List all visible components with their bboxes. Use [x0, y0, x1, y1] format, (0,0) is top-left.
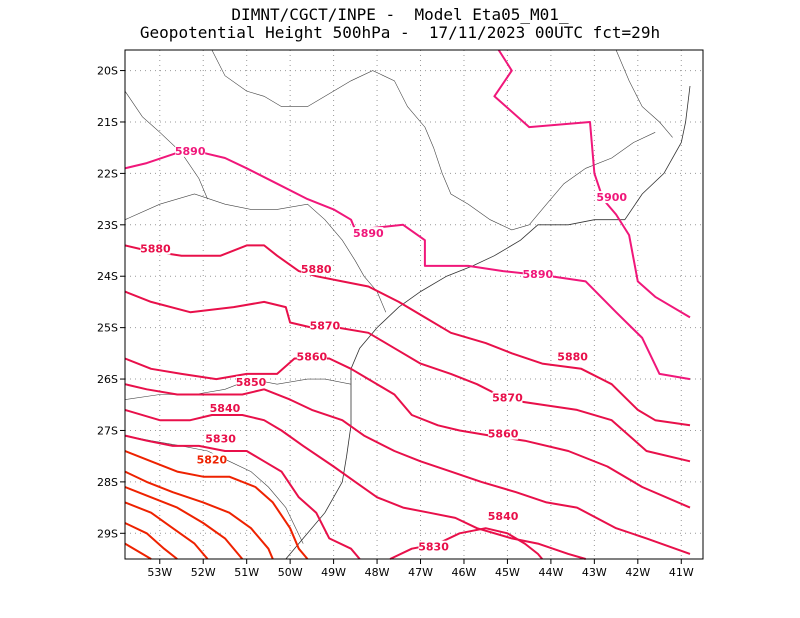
- graticule: [125, 50, 703, 559]
- lat-tick-label: 23S: [97, 219, 118, 232]
- map-frame: [124, 49, 704, 560]
- contour-5830b: [389, 527, 543, 560]
- state-border: [124, 435, 304, 544]
- lat-tick-label: 21S: [97, 116, 118, 129]
- lat-tick-label: 28S: [97, 476, 118, 489]
- contour-label-bg: [488, 427, 519, 440]
- lon-tick-label: 49W: [321, 566, 346, 579]
- contour-label: 5840: [210, 402, 241, 415]
- lat-tick-label: 27S: [97, 424, 118, 437]
- lat-tick-label: 24S: [97, 270, 118, 283]
- contour-label-bg: [205, 432, 236, 445]
- title-line-1: DIMNT/CGCT/INPE - Model Eta05_M01_: [231, 5, 569, 24]
- lat-tick-label: 26S: [97, 373, 118, 386]
- contour-label-bg: [236, 376, 267, 389]
- contour-label-bg: [296, 350, 327, 363]
- contour-label-bg: [209, 401, 240, 414]
- contour-label: 5890: [175, 145, 206, 158]
- lon-tick-label: 47W: [408, 566, 433, 579]
- title-line-2: Geopotential Height 500hPa - 17/11/2023 …: [139, 23, 661, 42]
- contour-label: 5870: [310, 320, 341, 333]
- state-border: [211, 49, 530, 231]
- contour-label: 5830: [205, 433, 236, 446]
- lon-tick-label: 50W: [278, 566, 303, 579]
- lon-tick-label: 48W: [365, 566, 390, 579]
- contour-5800: [124, 486, 244, 560]
- contour-label-bg: [301, 263, 332, 276]
- lat-tick-label: 20S: [97, 65, 118, 78]
- contour-label: 5880: [140, 243, 171, 256]
- lon-tick-label: 41W: [669, 566, 694, 579]
- state-border: [124, 193, 387, 313]
- contour-label-bg: [140, 242, 171, 255]
- lon-tick-label: 46W: [452, 566, 477, 579]
- contour-label: 5850: [236, 376, 267, 389]
- contour-5850: [124, 383, 691, 555]
- lon-tick-label: 42W: [625, 566, 650, 579]
- lon-tick-label: 45W: [495, 566, 520, 579]
- contour-label-bg: [596, 191, 627, 204]
- longitude-ticks: 53W 52W 51W 50W 49W 48W 47W 46W 45W 44W 43W 42W 41W: [147, 559, 694, 579]
- contour-5870: [124, 290, 691, 463]
- contour-label-bg: [175, 144, 206, 157]
- contour-label: 5890: [523, 268, 554, 281]
- contour-5810: [124, 470, 274, 560]
- lon-tick-label: 43W: [582, 566, 607, 579]
- contour-label: 5820: [197, 453, 228, 466]
- lon-tick-label: 51W: [234, 566, 259, 579]
- contour-label-bg: [492, 391, 523, 404]
- contour-label: 5890: [353, 227, 384, 240]
- state-border: [528, 132, 656, 225]
- contour-label: 5880: [301, 263, 332, 276]
- contour-label: 5860: [297, 350, 328, 363]
- contour-5880: [124, 244, 691, 427]
- contour-label-bg: [353, 227, 384, 240]
- lat-tick-label: 22S: [97, 167, 118, 180]
- contour-label: 5880: [557, 350, 588, 363]
- political-boundaries: [124, 49, 691, 560]
- lon-tick-label: 53W: [147, 566, 172, 579]
- contour-5820: [124, 450, 309, 560]
- contour-5780: [124, 522, 178, 560]
- contour-label-bg: [418, 540, 449, 553]
- contour-label: 5860: [488, 428, 519, 441]
- state-border: [615, 49, 673, 138]
- contour-5840: [124, 408, 586, 560]
- contour-label: 5870: [492, 392, 523, 405]
- contour-5860: [124, 357, 691, 509]
- contour-label-bg: [522, 268, 553, 281]
- contour-label-bg: [309, 319, 340, 332]
- map-title: DIMNT/CGCT/INPE - Model Eta05_M01_ Geopo…: [0, 6, 800, 42]
- contour-label-bg: [557, 350, 588, 363]
- contour-label: 5840: [488, 510, 519, 523]
- contour-5890: [124, 151, 691, 381]
- contour-label: 5900: [596, 191, 627, 204]
- lat-tick-label: 29S: [97, 527, 118, 540]
- contour-label: 5830: [418, 541, 449, 554]
- contour-5770: [124, 542, 152, 560]
- state-border: [124, 90, 208, 200]
- contour-label-bg: [196, 453, 227, 466]
- contour-5790: [124, 501, 209, 560]
- coastline: [285, 85, 691, 560]
- contour-labels: 5900 5890 5890 5890 5880 5880 5880 5870 5870 5860…: [140, 144, 627, 554]
- contour-5830: [124, 434, 361, 560]
- latitude-ticks: 20S 21S 22S 23S 24S 25S 26S 27S 28S 29S: [97, 65, 125, 540]
- contour-label-bg: [488, 509, 519, 522]
- lat-tick-label: 25S: [97, 322, 118, 335]
- height-contours: [124, 49, 691, 560]
- lon-tick-label: 44W: [538, 566, 563, 579]
- lon-tick-label: 52W: [191, 566, 216, 579]
- contour-5900: [493, 49, 691, 319]
